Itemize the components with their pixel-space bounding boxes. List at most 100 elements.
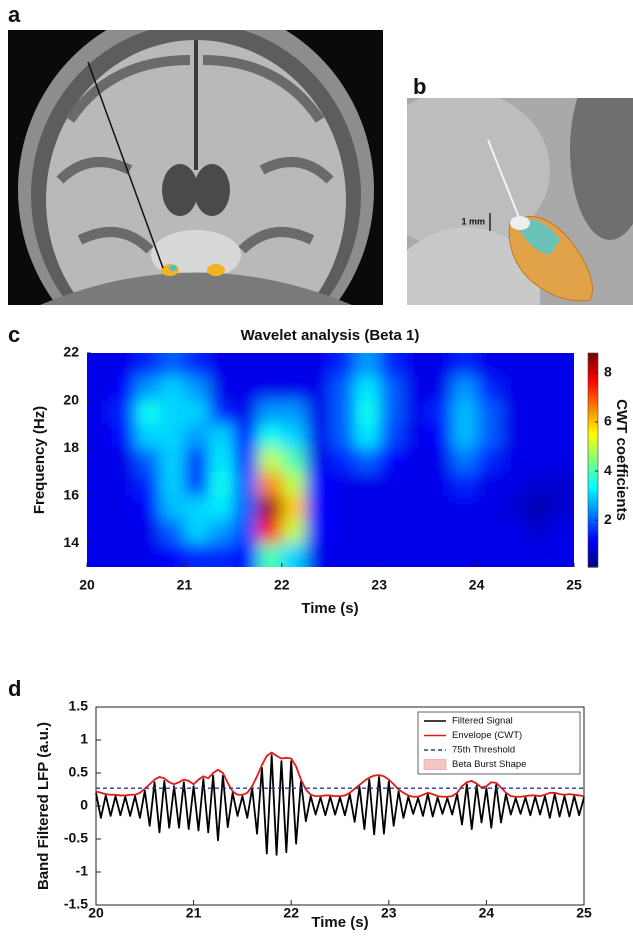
heatmap-cell [525,424,550,448]
heatmap-cells [67,333,595,588]
x-tick-label: 22 [283,905,299,921]
colorbar-tick-label: 4 [604,462,612,478]
heatmap-cell [306,401,331,425]
heatmap-cell [428,448,453,472]
heatmap [67,333,595,588]
heatmap-cell [233,519,258,543]
x-tick-label: 24 [469,577,485,593]
heatmap-cell [282,424,307,448]
heatmap-cell [355,472,380,496]
heatmap-cell [428,424,453,448]
heatmap-cell [257,377,282,401]
x-tick-label: 24 [479,905,495,921]
heatmap-cell [282,377,307,401]
heatmap-cell [379,377,404,401]
heatmap-cell [136,333,161,377]
heatmap-cell [306,543,331,587]
heatmap-cell [282,448,307,472]
y-tick-label: 0 [80,797,88,813]
x-tick-label: 21 [186,905,202,921]
heatmap-cell [209,496,234,520]
heatmap-cell [331,401,356,425]
heatmap-cell [428,333,453,377]
heatmap-cell [111,472,136,496]
heatmap-cell [404,424,429,448]
heatmap-cell [209,333,234,377]
heatmap-cell [428,519,453,543]
heatmap-cell [452,519,477,543]
heatmap-cell [233,543,258,587]
heatmap-cell [184,496,209,520]
panel-label: c [8,322,20,347]
heatmap-cell [282,496,307,520]
heatmap-cell [209,472,234,496]
heatmap-cell [111,401,136,425]
heatmap-cell [209,519,234,543]
heatmap-cell [477,519,502,543]
heatmap-cell [428,543,453,587]
x-tick-label: 20 [79,577,95,593]
heatmap-cell [233,377,258,401]
x-tick-label: 23 [371,577,387,593]
heatmap-cell [501,543,526,587]
heatmap-cell [404,448,429,472]
panel-label: b [413,74,426,99]
heatmap-cell [525,496,550,520]
heatmap-cell [379,519,404,543]
colorbar-step [588,353,598,356]
heatmap-cell [136,519,161,543]
heatmap-cell [331,448,356,472]
heatmap-cell [452,424,477,448]
heatmap-cell [209,424,234,448]
heatmap-cell [209,401,234,425]
y-tick-label: 16 [63,486,79,502]
x-tick-label: 25 [576,905,592,921]
heatmap-cell [355,496,380,520]
heatmap-cell [233,496,258,520]
heatmap-cell [257,448,282,472]
y-tick-label: -0.5 [64,830,88,846]
heatmap-cell [355,519,380,543]
y-tick-label: 14 [63,534,79,550]
colorbar-tick-label: 6 [604,413,612,429]
heatmap-cell [404,519,429,543]
heatmap-cell [257,472,282,496]
heatmap-cell [184,448,209,472]
heatmap-cell [452,448,477,472]
heatmap-cell [136,543,161,587]
heatmap-cell [184,472,209,496]
heatmap-cell [184,519,209,543]
heatmap-cell [209,543,234,587]
heatmap-cell [136,377,161,401]
heatmap-cell [404,472,429,496]
y-axis-label: Frequency (Hz) [31,406,48,514]
heatmap-cell [477,448,502,472]
heatmap-cell [501,401,526,425]
mri-zoom: 1 mm [370,60,633,305]
y-tick-label: 18 [63,439,79,455]
heatmap-cell [136,401,161,425]
heatmap-cell [452,401,477,425]
heatmap-cell [160,377,185,401]
heatmap-cell [501,448,526,472]
legend-label: 75th Threshold [452,745,515,756]
heatmap-cell [331,472,356,496]
heatmap-cell [428,472,453,496]
heatmap-cell [282,519,307,543]
heatmap-cell [282,472,307,496]
heatmap-cell [111,543,136,587]
heatmap-cell [306,377,331,401]
heatmap-cell [501,496,526,520]
heatmap-cell [111,496,136,520]
scale-bar-label: 1 mm [461,216,485,226]
heatmap-cell [428,377,453,401]
heatmap-cell [477,472,502,496]
x-tick-label: 23 [381,905,397,921]
heatmap-cell [331,519,356,543]
heatmap-cell [428,401,453,425]
heatmap-cell [428,496,453,520]
heatmap-cell [477,377,502,401]
heatmap-cell [160,472,185,496]
heatmap-cell [379,448,404,472]
heatmap-cell [477,333,502,377]
